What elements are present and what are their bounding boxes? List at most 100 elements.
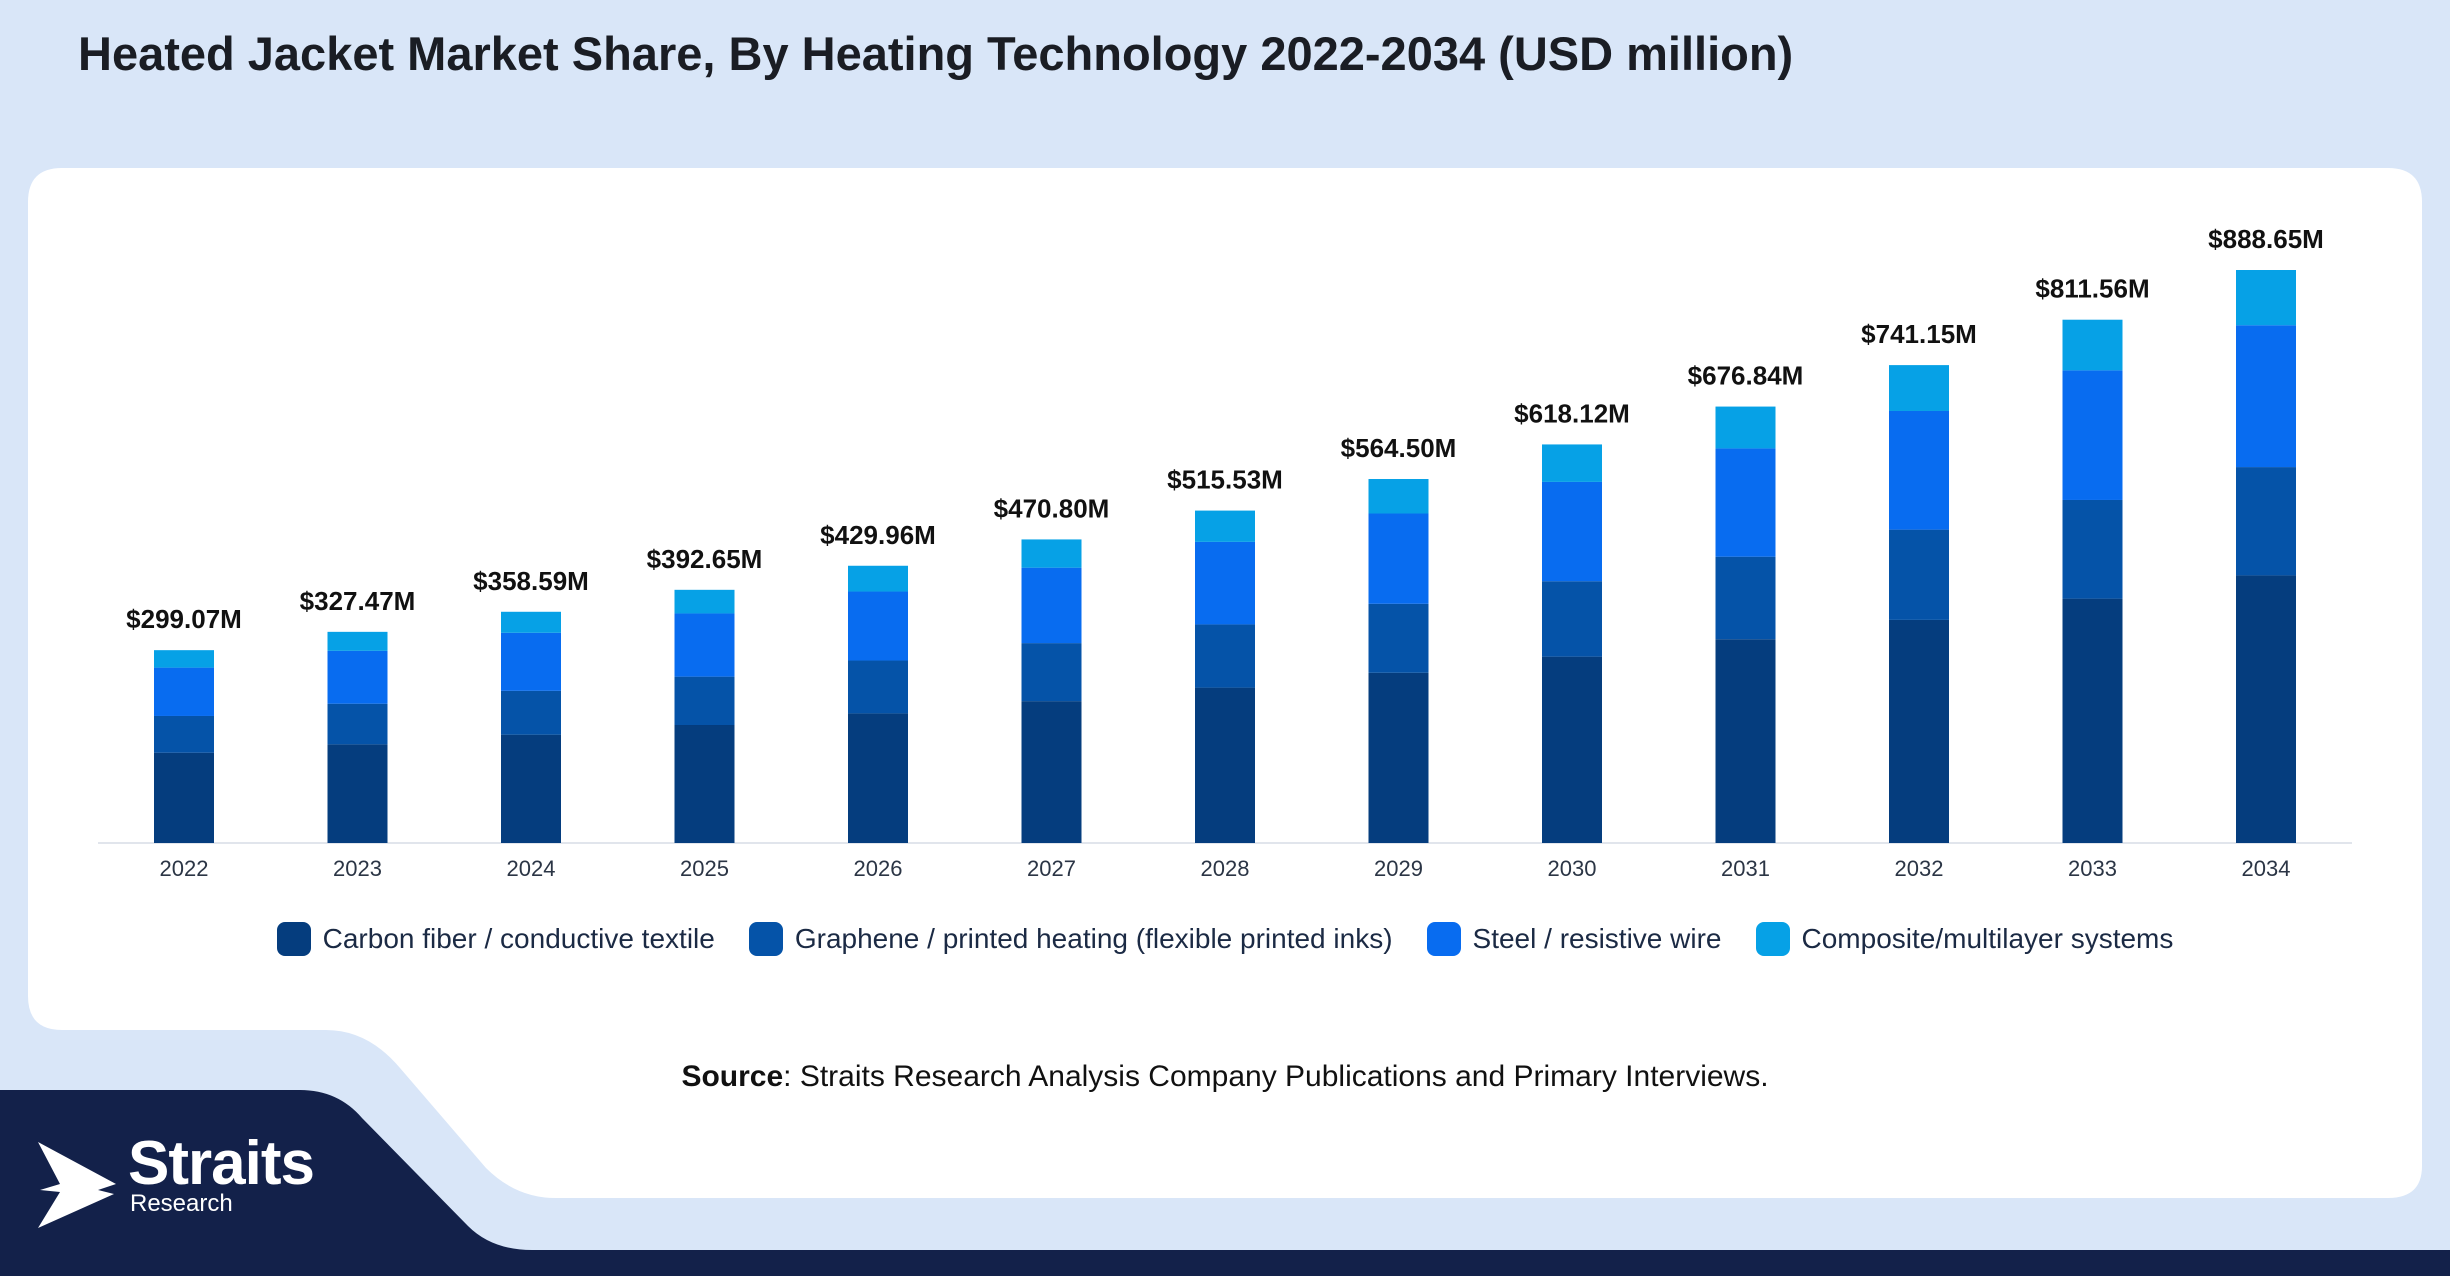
- bar-segment-2027-series-3: [1021, 567, 1082, 644]
- total-labels: $299.07M $327.47M $358.59M $392.65M $429.96M…: [126, 224, 2324, 634]
- bar-segment-2024-series-1: [501, 734, 561, 843]
- bar-segment-2032-series-4: [1889, 365, 1949, 411]
- legend-item: Steel / resistive wire: [1426, 922, 1722, 956]
- bar-segment-2029-series-4: [1368, 479, 1429, 514]
- bar-segment-2033-series-3: [2062, 370, 2123, 500]
- bar-segment-2026-series-2: [848, 660, 908, 714]
- x-tick-label: 2028: [1201, 856, 1250, 881]
- legend-swatch: [1426, 922, 1461, 956]
- legend-swatch: [748, 922, 783, 956]
- bar-segment-2023-series-3: [327, 650, 388, 704]
- bar-segment-2023-series-4: [327, 631, 388, 651]
- bar-segment-2025-series-2: [674, 676, 735, 726]
- bar-segment-2025-series-3: [674, 613, 735, 677]
- bar-segment-2034-series-1: [2236, 575, 2296, 843]
- bar-segment-2030-series-3: [1542, 481, 1602, 582]
- bar-segment-2024-series-4: [501, 611, 561, 633]
- bar-segment-2022-series-1: [154, 752, 214, 843]
- bar-segment-2023-series-2: [327, 703, 388, 745]
- bar-total-label: $515.53M: [1167, 465, 1283, 495]
- legend-item: Composite/multilayer systems: [1755, 922, 2174, 956]
- x-tick-label: 2033: [2068, 856, 2117, 881]
- bar-total-label: $811.56M: [2035, 274, 2149, 304]
- legend-item: Carbon fiber / conductive textile: [276, 922, 715, 956]
- bar-total-label: $888.65M: [2208, 224, 2324, 254]
- bar-segment-2031-series-4: [1715, 406, 1776, 449]
- bar-total-label: $327.47M: [300, 586, 416, 616]
- source-label: Source: [681, 1060, 784, 1093]
- bar-segment-2022-series-3: [154, 667, 214, 716]
- bar-segment-2027-series-1: [1021, 701, 1082, 843]
- bar-segment-2025-series-1: [674, 725, 735, 843]
- bar-segment-2030-series-1: [1542, 656, 1602, 843]
- logo-arrow-icon: [38, 1142, 116, 1228]
- page-title: Heated Jacket Market Share, By Heating T…: [78, 27, 1794, 80]
- legend-label: Graphene / printed heating (flexible pri…: [794, 923, 1393, 954]
- bar-segment-2024-series-2: [501, 690, 561, 735]
- x-tick-label: 2030: [1548, 856, 1597, 881]
- legend-label: Composite/multilayer systems: [1801, 923, 2174, 954]
- bar-segment-2034-series-3: [2236, 325, 2296, 468]
- legend-swatch: [276, 922, 311, 956]
- logo-word: Straits: [128, 1129, 315, 1198]
- bar-segment-2029-series-2: [1368, 603, 1429, 673]
- legend: Carbon fiber / conductive textile Graphen…: [0, 922, 2450, 956]
- bar-segment-2033-series-4: [2062, 319, 2123, 371]
- bar-total-label: $299.07M: [126, 604, 242, 634]
- bar-segment-2032-series-3: [1889, 410, 1949, 530]
- bar-total-label: $564.50M: [1341, 433, 1457, 463]
- bar-segment-2028-series-2: [1195, 624, 1255, 688]
- bar-segment-2026-series-1: [848, 713, 908, 843]
- bar-total-label: $618.12M: [1514, 398, 1630, 428]
- bar-segment-2026-series-3: [848, 591, 908, 661]
- bar-segment-2032-series-1: [1889, 619, 1949, 843]
- source-text: : Straits Research Analysis Company Publ…: [783, 1060, 1769, 1093]
- x-tick-labels: 2022 2023 2024 2025 2026 2027 2028 2029 2030 2031…: [160, 856, 2291, 881]
- bars-group: [154, 270, 2296, 843]
- x-tick-label: 2027: [1027, 856, 1076, 881]
- x-tick-label: 2031: [1721, 856, 1770, 881]
- bar-segment-2028-series-4: [1195, 510, 1255, 542]
- bar-segment-2028-series-3: [1195, 541, 1255, 625]
- footer-band: [0, 1090, 2450, 1276]
- x-tick-label: 2023: [333, 856, 382, 881]
- bar-total-label: $741.15M: [1861, 319, 1977, 349]
- x-tick-label: 2032: [1895, 856, 1944, 881]
- bar-segment-2022-series-2: [154, 715, 214, 753]
- bar-segment-2030-series-2: [1542, 581, 1602, 657]
- legend-swatch: [1755, 922, 1790, 956]
- bar-segment-2034-series-4: [2236, 270, 2296, 326]
- x-tick-label: 2034: [2242, 856, 2291, 881]
- bar-segment-2031-series-1: [1715, 639, 1776, 843]
- bar-segment-2028-series-1: [1195, 687, 1255, 843]
- bar-total-label: $470.80M: [994, 493, 1110, 523]
- bar-segment-2034-series-2: [2236, 467, 2296, 576]
- source-note: Source: Straits Research Analysis Compan…: [0, 1060, 2450, 1094]
- bar-total-label: $392.65M: [647, 544, 763, 574]
- bar-segment-2027-series-2: [1021, 643, 1082, 702]
- bar-segment-2024-series-3: [501, 632, 561, 691]
- bar-segment-2031-series-2: [1715, 556, 1776, 640]
- bar-total-label: $676.84M: [1688, 361, 1804, 391]
- x-tick-label: 2024: [507, 856, 556, 881]
- logo-subtitle: Research: [130, 1190, 233, 1217]
- bar-segment-2033-series-2: [2062, 499, 2123, 599]
- legend-label: Carbon fiber / conductive textile: [322, 923, 715, 954]
- bar-segment-2030-series-4: [1542, 444, 1602, 482]
- bar-segment-2027-series-4: [1021, 539, 1082, 568]
- bar-segment-2033-series-1: [2062, 598, 2123, 843]
- bar-segment-2025-series-4: [674, 589, 735, 614]
- bar-segment-2029-series-1: [1368, 672, 1429, 843]
- x-tick-label: 2022: [160, 856, 209, 881]
- x-tick-label: 2029: [1374, 856, 1423, 881]
- bar-segment-2029-series-3: [1368, 513, 1429, 604]
- legend-item: Graphene / printed heating (flexible pri…: [748, 922, 1393, 956]
- x-tick-label: 2025: [680, 856, 729, 881]
- bar-segment-2032-series-2: [1889, 529, 1949, 620]
- x-tick-label: 2026: [854, 856, 903, 881]
- bar-segment-2023-series-1: [327, 744, 388, 843]
- bar-segment-2031-series-3: [1715, 448, 1776, 557]
- legend-label: Steel / resistive wire: [1472, 923, 1722, 954]
- bar-total-label: $358.59M: [473, 566, 589, 596]
